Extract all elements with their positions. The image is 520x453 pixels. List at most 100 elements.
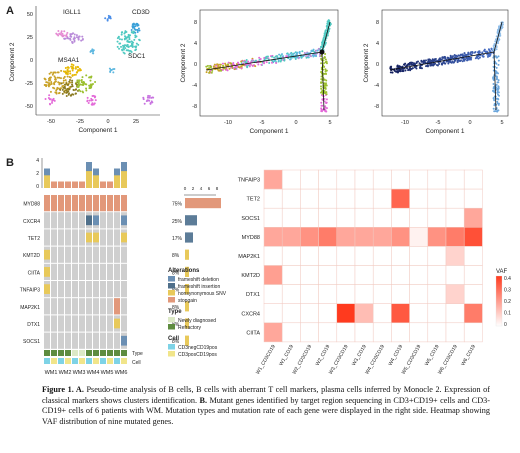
trajectory-cell	[325, 93, 328, 96]
pseudotime-cell	[495, 56, 498, 59]
legend-swatch	[168, 351, 175, 357]
heatmap-cell	[336, 188, 356, 209]
trajectory-cell	[322, 38, 325, 41]
tsne-point	[56, 71, 59, 74]
tsne-point	[50, 82, 53, 85]
trajectory-cell	[324, 68, 327, 71]
traj1-ytick: 8	[194, 20, 197, 26]
pseudotime-cell	[467, 53, 470, 56]
sample-labels: WM1 WM2 WM3 WM4 WM5 WM6	[45, 370, 128, 376]
trajectory-cell	[320, 81, 323, 84]
pseudotime-cell	[442, 61, 445, 64]
tsne-point	[65, 33, 68, 36]
oncoprint-cell	[79, 332, 85, 349]
cell-annotation	[72, 358, 78, 364]
heatmap-cells	[263, 169, 483, 343]
heatmap-cell	[300, 227, 319, 247]
tsne-point	[72, 89, 75, 92]
legend-swatch	[168, 324, 175, 330]
tsne-point	[130, 40, 133, 43]
gene-count-bar	[185, 232, 193, 243]
sample-count-bar	[58, 181, 64, 188]
oncoprint-cell	[93, 246, 99, 263]
tsne-point	[51, 73, 54, 76]
heatmap-cell	[427, 207, 447, 228]
alteration-mark	[121, 215, 127, 226]
trajectory-cell	[278, 53, 281, 56]
pseudotime-cell	[436, 64, 439, 67]
pseudotime-cell	[433, 58, 436, 61]
marker-cd3d: CD3D	[132, 9, 150, 16]
heatmap-cell	[463, 169, 483, 190]
vaf-legend-tick: 0.2	[504, 299, 511, 305]
tsne-point	[49, 90, 52, 93]
tsne-point	[48, 72, 51, 75]
trajectory-cell	[234, 65, 237, 68]
trajectory-cell	[240, 67, 243, 70]
tsne-point	[87, 101, 90, 104]
heatmap-cell	[391, 188, 410, 209]
alteration-mark	[121, 335, 127, 346]
panel-a-label: A	[6, 5, 14, 17]
tsne-point	[76, 79, 79, 82]
heatmap-cell	[281, 284, 301, 304]
pseudotime-cell	[459, 54, 462, 57]
heatmap-cell	[318, 188, 338, 209]
heatmap-cell	[372, 227, 392, 247]
trajectory-cell	[265, 55, 268, 58]
oncoprint-annotations	[44, 350, 127, 364]
traj2-ytick: 0	[376, 62, 379, 68]
trajectory-cell	[245, 58, 248, 61]
mutation-rate: 17%	[172, 236, 183, 242]
heatmap-cell	[391, 227, 410, 247]
tsne-point	[58, 76, 61, 79]
oncoprint-cell	[114, 212, 120, 229]
tsne-point	[109, 15, 112, 18]
tsne-point	[47, 97, 50, 100]
pseudotime-cell	[478, 50, 481, 53]
oncoprint-cell	[114, 229, 120, 246]
oncoprint-cell	[121, 246, 127, 263]
pseudotime-cell	[456, 60, 459, 63]
mutation-rate: 8%	[172, 339, 180, 345]
pseudotime-cell	[492, 83, 495, 86]
tsne-point	[78, 79, 81, 82]
tsne-point	[61, 34, 64, 37]
heatmap-cell	[463, 322, 483, 343]
tsne-point	[121, 44, 124, 47]
tsne-point	[134, 31, 137, 34]
tsne-point	[147, 94, 150, 97]
tsne-point	[62, 86, 65, 89]
pseudotime-cell	[497, 85, 500, 88]
pseudotime-cell	[430, 59, 433, 62]
heatmap-row-label: KMT2D	[241, 273, 260, 279]
pseudotime-cell	[413, 66, 416, 69]
trajectory-cell	[226, 63, 229, 66]
trajectory-cell	[325, 101, 328, 104]
cell-annotation	[65, 358, 71, 364]
alteration-mark	[86, 232, 92, 243]
trajectory-cell	[305, 56, 308, 59]
alteration-mark	[93, 215, 99, 226]
trajectory-cell	[323, 72, 326, 75]
tsne-point	[118, 42, 121, 45]
gene-label: SOCS1	[23, 339, 40, 345]
alteration-mark	[121, 232, 127, 243]
tsne-point	[112, 71, 115, 74]
heatmap-cell	[427, 265, 447, 285]
pseudotime-cell	[439, 57, 442, 60]
trajectory-cell	[310, 50, 313, 53]
tsne-point	[77, 66, 80, 69]
oncoprint-gene-labels: MYD88 CXCR4 TET2 KMT2D CIITA TNFAIP3 MAP2K1 DTX…	[20, 202, 41, 346]
heatmap-cell	[372, 284, 392, 304]
tsne-ytick: 25	[27, 35, 33, 41]
right-xtick: 2	[192, 186, 195, 191]
pseudotime-cell	[467, 57, 470, 60]
pseudotime-cell	[496, 81, 499, 84]
tsne-point	[104, 17, 107, 20]
alteration-mark	[58, 195, 64, 212]
pseudotime-cell	[493, 43, 496, 46]
oncoprint-cell	[44, 298, 50, 315]
oncoprint-cell	[107, 263, 113, 280]
traj1-xtick: -5	[260, 120, 265, 126]
